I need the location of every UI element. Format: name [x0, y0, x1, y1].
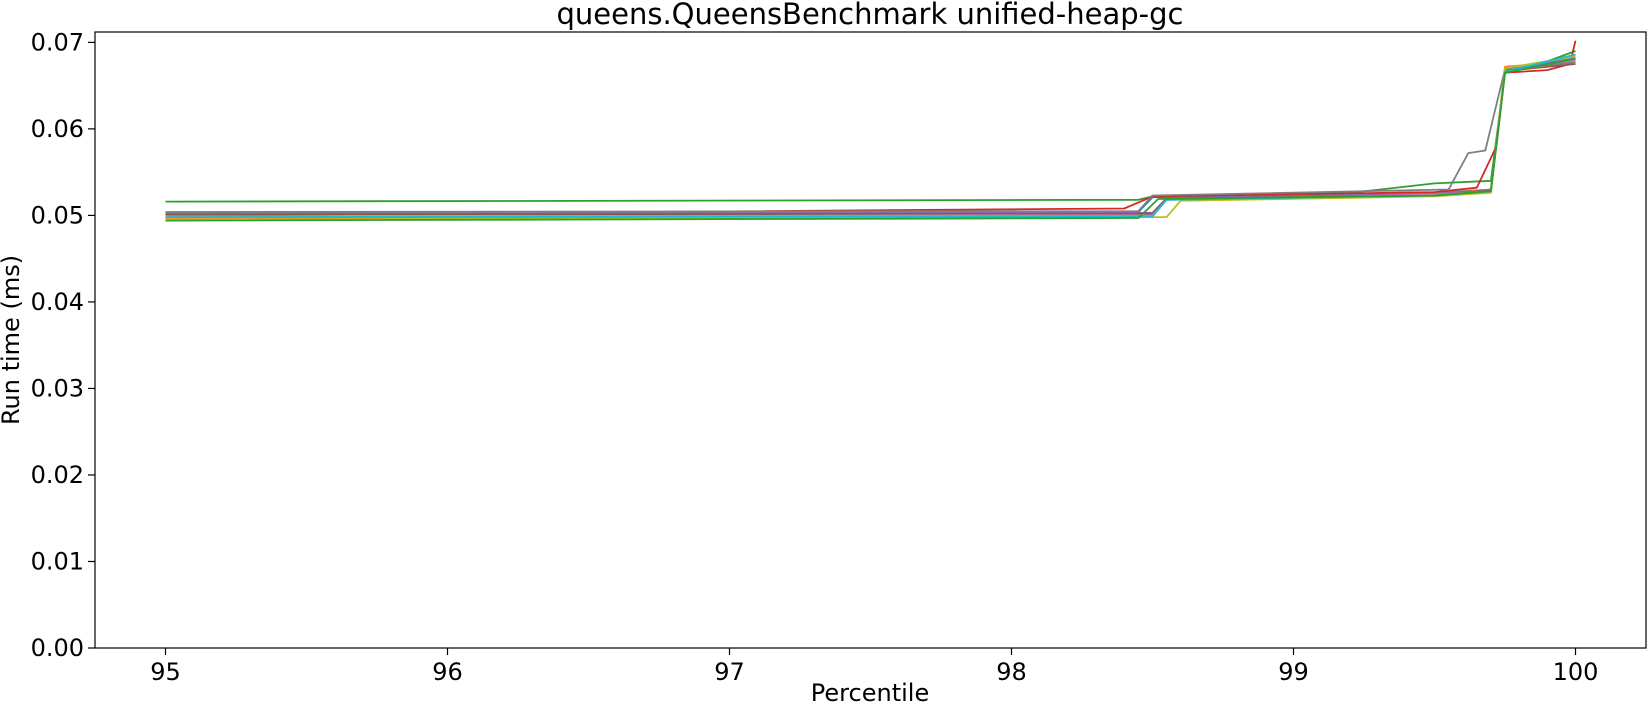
- series-line-4: [165, 40, 1577, 217]
- series-layer: [165, 40, 1577, 222]
- series-line-2: [165, 58, 1576, 214]
- y-tick-label: 0.05: [31, 201, 84, 229]
- y-tick-label: 0.01: [31, 547, 84, 575]
- series-line-1: [165, 50, 1576, 203]
- y-tick-label: 0.04: [31, 288, 84, 316]
- x-tick-label: 98: [996, 658, 1027, 686]
- x-tick-label: 95: [150, 658, 181, 686]
- y-tick-label: 0.06: [31, 115, 84, 143]
- series-line-11: [165, 57, 1576, 222]
- plot-frame: [94, 31, 1647, 649]
- series-line-8: [165, 61, 1576, 213]
- y-tick-label: 0.00: [31, 634, 84, 662]
- x-tick-label: 96: [432, 658, 463, 686]
- x-tick-label: 100: [1553, 658, 1599, 686]
- x-tick-label: 97: [714, 658, 745, 686]
- x-tick-label: 99: [1278, 658, 1309, 686]
- y-tick-label: 0.03: [31, 374, 84, 402]
- y-axis-label: Run time (ms): [0, 255, 25, 425]
- x-axis-label: Percentile: [811, 679, 929, 707]
- ticks-layer: 95 96 97 98 99 100 0.00 0.01 0.02 0.03 0.04 0.05 0.0…: [31, 28, 1599, 686]
- y-tick-label: 0.07: [31, 28, 84, 56]
- y-tick-label: 0.02: [31, 461, 84, 489]
- chart-title: queens.QueensBenchmark unified-heap-gc: [557, 0, 1184, 31]
